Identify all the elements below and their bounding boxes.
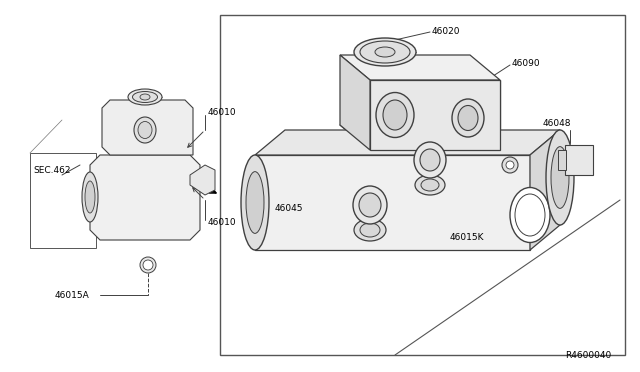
Ellipse shape	[415, 175, 445, 195]
Circle shape	[140, 257, 156, 273]
Ellipse shape	[134, 117, 156, 143]
Bar	[565, 145, 593, 175]
Text: 46048: 46048	[543, 119, 572, 128]
Ellipse shape	[82, 172, 98, 222]
Text: R4600040: R4600040	[565, 350, 611, 359]
Ellipse shape	[140, 94, 150, 100]
Ellipse shape	[376, 93, 414, 138]
Ellipse shape	[383, 100, 407, 130]
Text: 46015K: 46015K	[450, 232, 484, 241]
Text: 46090: 46090	[512, 58, 541, 67]
Circle shape	[502, 157, 518, 173]
Text: SEC.462: SEC.462	[33, 166, 70, 174]
Polygon shape	[102, 100, 193, 155]
Ellipse shape	[359, 193, 381, 217]
Text: 46045: 46045	[457, 128, 486, 138]
Ellipse shape	[246, 171, 264, 233]
Text: 46045: 46045	[275, 203, 303, 212]
Text: 46020: 46020	[432, 26, 461, 35]
Text: 46010: 46010	[208, 108, 237, 116]
Ellipse shape	[360, 223, 380, 237]
Ellipse shape	[138, 122, 152, 138]
Text: 46015A: 46015A	[55, 291, 90, 299]
Ellipse shape	[421, 179, 439, 191]
Ellipse shape	[354, 38, 416, 66]
Ellipse shape	[241, 155, 269, 250]
Ellipse shape	[551, 147, 569, 208]
Polygon shape	[340, 55, 500, 80]
Ellipse shape	[85, 181, 95, 213]
Ellipse shape	[546, 130, 574, 225]
Ellipse shape	[375, 47, 395, 57]
Ellipse shape	[354, 219, 386, 241]
Ellipse shape	[128, 89, 162, 105]
Ellipse shape	[452, 99, 484, 137]
Bar	[220, 15, 625, 355]
Polygon shape	[370, 80, 500, 150]
Ellipse shape	[458, 106, 478, 131]
Polygon shape	[90, 155, 200, 240]
Polygon shape	[530, 130, 560, 250]
Text: 46010: 46010	[208, 218, 237, 227]
Ellipse shape	[414, 142, 446, 178]
Ellipse shape	[132, 92, 157, 103]
Polygon shape	[340, 55, 370, 150]
Polygon shape	[190, 165, 215, 195]
Bar	[30, 153, 96, 248]
Circle shape	[143, 260, 153, 270]
Ellipse shape	[360, 41, 410, 63]
Ellipse shape	[510, 187, 550, 243]
Ellipse shape	[353, 186, 387, 224]
Ellipse shape	[420, 149, 440, 171]
Ellipse shape	[515, 194, 545, 236]
Polygon shape	[255, 155, 530, 250]
Polygon shape	[255, 130, 560, 155]
Bar	[558, 150, 566, 170]
Circle shape	[506, 161, 514, 169]
